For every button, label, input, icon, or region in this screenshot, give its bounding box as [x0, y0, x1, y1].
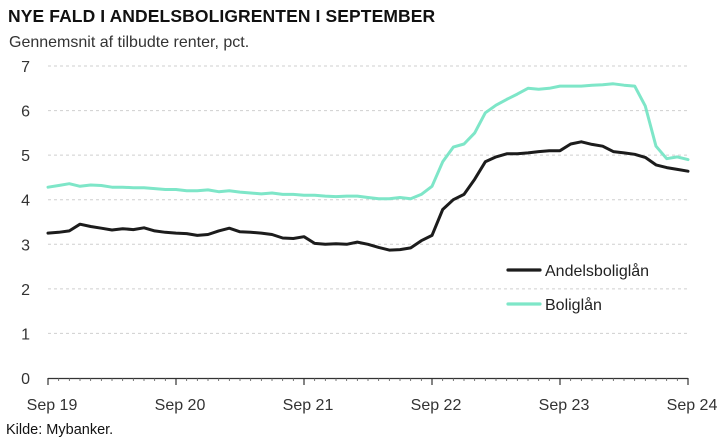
y-tick-label: 4	[21, 193, 30, 210]
y-tick-label: 7	[21, 59, 30, 76]
x-tick-label: Sep 19	[27, 397, 78, 414]
chart-subtitle: Gennemsnit af tilbudte renter, pct.	[9, 34, 250, 51]
series-line-andelsboliglaan	[46, 140, 690, 252]
x-tick-label: Sep 24	[667, 397, 718, 414]
y-tick-label: 0	[21, 371, 30, 388]
series-line-boliglaan	[46, 82, 690, 201]
x-tick-label: Sep 20	[155, 397, 206, 414]
legend: Andelsboliglån Boliglån	[506, 262, 649, 314]
legend-label: Andelsboliglån	[545, 262, 649, 280]
x-tick-label: Sep 22	[411, 397, 462, 414]
y-tick-label: 1	[21, 326, 30, 343]
y-tick-label: 6	[21, 104, 30, 121]
y-tick-label: 5	[21, 148, 30, 165]
y-tick-label: 2	[21, 282, 30, 299]
axes: 0 1 2 3 4 5 6 7 Sep 19 Sep 20 Sep 21 Sep 22 Sep 23 Se…	[21, 59, 717, 414]
legend-label: Boliglån	[545, 296, 602, 314]
x-tick-label: Sep 23	[539, 397, 590, 414]
x-tick-label: Sep 21	[283, 397, 334, 414]
source-note: Kilde: Mybanker.	[6, 422, 114, 438]
y-tick-label: 3	[21, 237, 30, 254]
chart-title: NYE FALD I ANDELSBOLIGRENTEN I SEPTEMBER	[8, 6, 436, 26]
series-lines	[46, 82, 690, 252]
gridlines	[48, 65, 688, 334]
